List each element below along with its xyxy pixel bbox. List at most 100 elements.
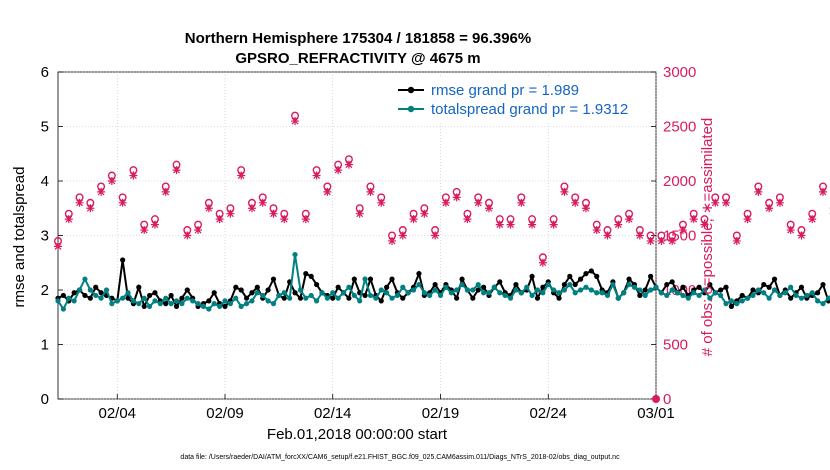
- obs-assimilated-point: [592, 226, 601, 235]
- obs-assimilated-point: [603, 231, 612, 240]
- totalspread-point: [120, 295, 126, 301]
- obs-assimilated-point: [204, 204, 213, 213]
- y-right-tick-label: 3000: [663, 64, 696, 81]
- rmse-point: [567, 273, 573, 279]
- totalspread-point: [761, 290, 767, 296]
- obs-assimilated-point: [474, 198, 483, 207]
- totalspread-point: [691, 290, 697, 296]
- totalspread-point: [190, 298, 196, 304]
- rmse-point: [664, 281, 670, 288]
- rmse-point: [534, 295, 541, 301]
- totalspread-point: [55, 298, 61, 304]
- obs-assimilated-point: [668, 236, 677, 245]
- totalspread-point: [766, 295, 772, 301]
- rmse-point: [815, 290, 821, 296]
- obs-assimilated-point: [560, 187, 569, 196]
- rmse-point: [594, 273, 600, 279]
- y-right-tick-label: 500: [663, 337, 688, 354]
- obs-assimilated-point: [581, 204, 590, 213]
- totalspread-point: [270, 301, 277, 307]
- totalspread-point: [567, 281, 573, 288]
- obs-assimilated-point: [528, 220, 537, 229]
- obs-assimilated-point: [743, 215, 752, 224]
- rmse-point: [583, 271, 589, 277]
- totalspread-point: [76, 287, 83, 293]
- x-tick-label: 02/14: [314, 405, 352, 422]
- rmse-point: [529, 273, 535, 279]
- rmse-point: [556, 295, 562, 301]
- totalspread-point: [157, 301, 163, 307]
- totalspread-point: [195, 301, 201, 307]
- totalspread-point: [437, 292, 444, 299]
- totalspread-point: [481, 290, 487, 296]
- x-tick-label: 02/04: [98, 405, 136, 422]
- obs-assimilated-point: [86, 204, 95, 213]
- totalspread-point: [330, 290, 336, 296]
- totalspread-point: [793, 292, 799, 299]
- totalspread-point: [297, 287, 304, 293]
- rmse-point: [71, 290, 77, 296]
- rmse-point: [750, 287, 756, 293]
- obs-assimilated-point: [280, 215, 289, 224]
- obs-assimilated-point: [657, 236, 666, 245]
- totalspread-point: [750, 292, 756, 299]
- totalspread-point: [238, 303, 244, 309]
- totalspread-point: [394, 292, 401, 299]
- y-left-tick-label: 5: [41, 119, 49, 136]
- obs-assimilated-point: [377, 198, 386, 207]
- obs-assimilated-point: [388, 236, 397, 245]
- totalspread-point: [669, 287, 675, 293]
- rmse-point: [60, 292, 66, 299]
- obs-assimilated-point: [797, 231, 806, 240]
- obs-assimilated-point: [237, 171, 246, 180]
- totalspread-point: [367, 292, 374, 299]
- totalspread-point: [518, 290, 524, 296]
- rmse-point: [481, 284, 487, 290]
- rmse-point: [454, 295, 460, 301]
- obs-assimilated-point: [226, 209, 235, 218]
- totalspread-point: [804, 292, 810, 299]
- rmse-point: [362, 292, 368, 299]
- obs-assimilated-point: [625, 215, 634, 224]
- totalspread-point: [470, 287, 476, 293]
- totalspread-point: [443, 284, 449, 290]
- obs-assimilated-point: [247, 204, 256, 213]
- totalspread-point: [66, 295, 72, 301]
- totalspread-point: [653, 284, 659, 290]
- totalspread-point: [378, 287, 384, 293]
- rmse-point: [540, 284, 546, 290]
- obs-assimilated-point: [765, 204, 774, 213]
- obs-assimilated-point: [732, 236, 741, 245]
- rmse-point: [346, 295, 352, 301]
- obs-assimilated-point: [161, 187, 170, 196]
- obs-assimilated-point: [754, 187, 763, 196]
- obs-assimilated-point: [571, 198, 580, 207]
- totalspread-point: [340, 290, 347, 296]
- totalspread-point: [604, 292, 611, 299]
- totalspread-point: [599, 290, 605, 296]
- y-axis-right-label: # of obs: o=possible; ∗=assimilated: [699, 118, 716, 357]
- totalspread-point: [739, 298, 745, 304]
- rmse-point: [696, 284, 702, 290]
- totalspread-point: [540, 290, 546, 296]
- totalspread-point: [707, 295, 713, 301]
- rmse-point: [136, 284, 142, 290]
- rmse-point: [766, 284, 772, 290]
- totalspread-point: [249, 298, 255, 304]
- obs-assimilated-point: [344, 160, 353, 169]
- rmse-point: [718, 287, 724, 293]
- rmse-point: [179, 295, 185, 301]
- obs-assimilated-point: [635, 231, 644, 240]
- rmse-point: [87, 295, 93, 301]
- obs-assimilated-point: [549, 220, 558, 229]
- obs-assimilated-point: [183, 231, 192, 240]
- obs-assimilated-point: [64, 215, 73, 224]
- rmse-point: [335, 284, 341, 290]
- rmse-point: [351, 276, 357, 282]
- totalspread-point: [276, 292, 282, 299]
- rmse-point: [222, 303, 228, 309]
- rmse-point: [367, 276, 374, 282]
- totalspread-point: [728, 298, 735, 304]
- obs-assimilated-point: [269, 209, 278, 218]
- rmse-point: [648, 273, 654, 279]
